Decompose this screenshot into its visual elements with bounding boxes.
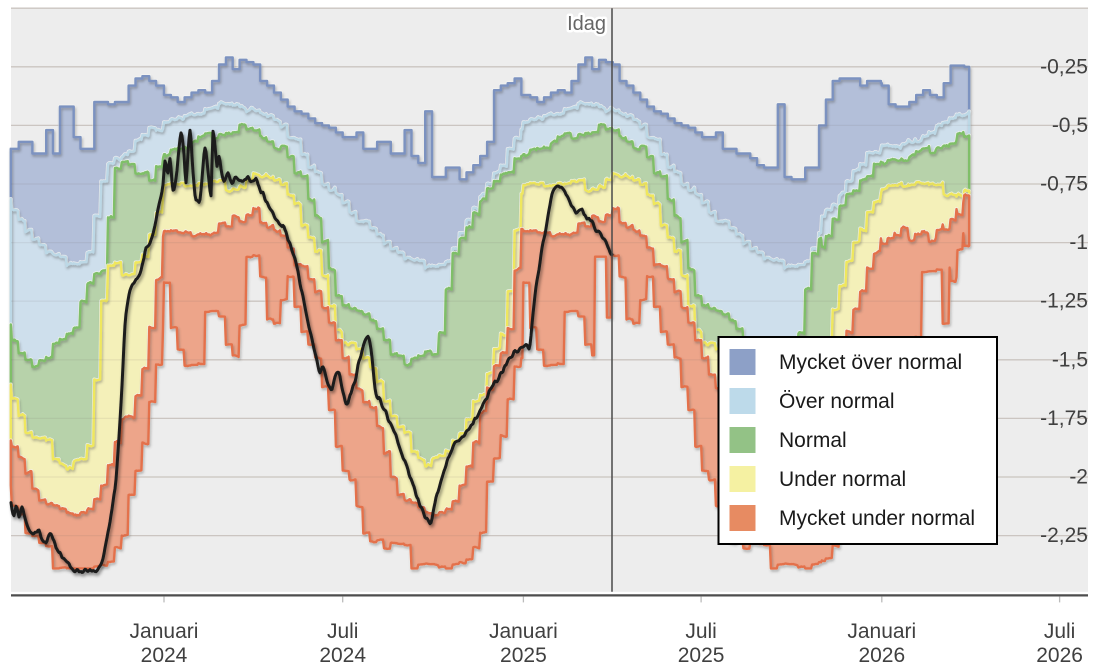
- svg-text:Idag: Idag: [567, 13, 606, 35]
- svg-text:2025: 2025: [500, 644, 547, 667]
- svg-text:Mycket under normal: Mycket under normal: [779, 507, 975, 530]
- svg-text:-1,75: -1,75: [1040, 407, 1088, 430]
- svg-text:-0,75: -0,75: [1040, 173, 1088, 196]
- svg-text:-0,5: -0,5: [1052, 114, 1088, 137]
- svg-text:Juli: Juli: [1044, 620, 1076, 643]
- svg-text:Över normal: Över normal: [779, 390, 895, 413]
- svg-text:Juli: Juli: [685, 620, 717, 643]
- svg-text:Mycket över normal: Mycket över normal: [779, 351, 962, 374]
- svg-text:Januari: Januari: [130, 620, 199, 643]
- svg-text:2026: 2026: [858, 644, 905, 667]
- svg-text:-1: -1: [1069, 231, 1088, 254]
- svg-text:2024: 2024: [319, 644, 366, 667]
- svg-text:Januari: Januari: [847, 620, 916, 643]
- svg-text:Juli: Juli: [327, 620, 359, 643]
- svg-text:2026: 2026: [1036, 644, 1083, 667]
- svg-text:Januari: Januari: [489, 620, 558, 643]
- svg-text:-0,25: -0,25: [1040, 55, 1088, 78]
- svg-text:-2: -2: [1069, 466, 1088, 489]
- svg-text:-1,25: -1,25: [1040, 290, 1088, 313]
- svg-text:-2,25: -2,25: [1040, 524, 1088, 547]
- svg-text:-1,5: -1,5: [1052, 348, 1088, 371]
- svg-text:2025: 2025: [678, 644, 725, 667]
- svg-text:Normal: Normal: [779, 429, 847, 452]
- svg-text:Under normal: Under normal: [779, 468, 906, 491]
- svg-text:2024: 2024: [141, 644, 188, 667]
